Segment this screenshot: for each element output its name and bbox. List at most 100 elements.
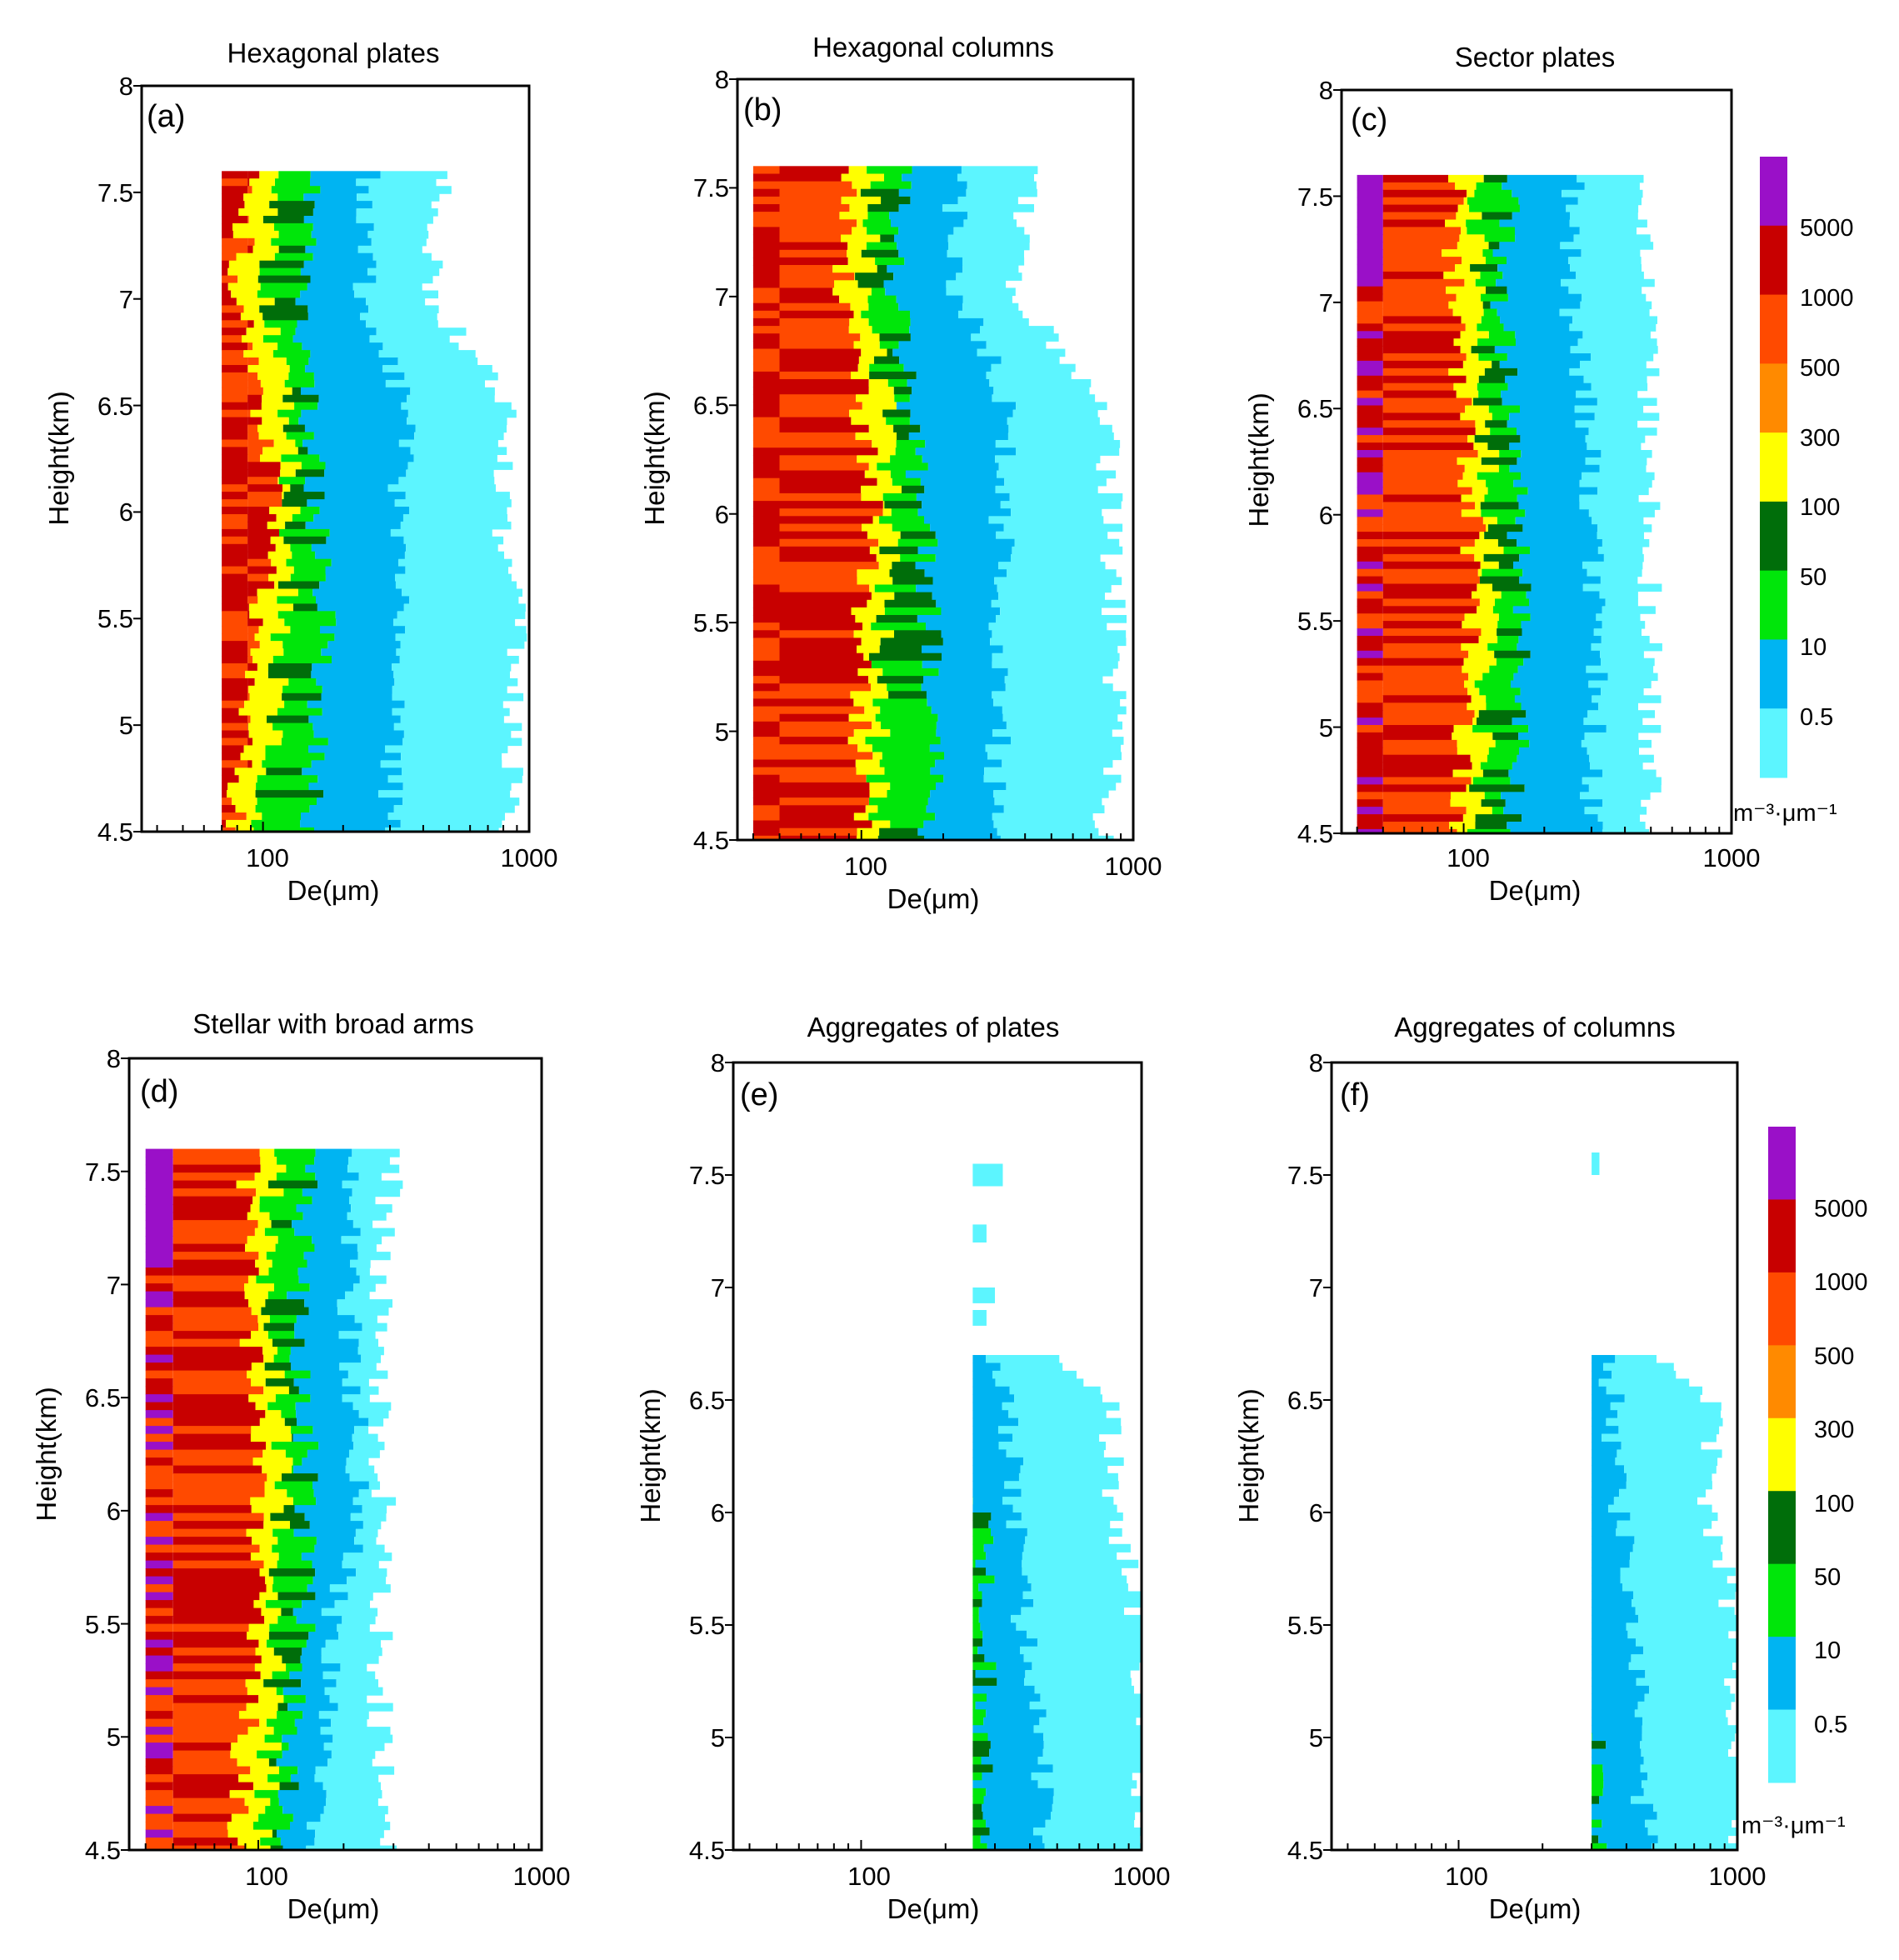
heatmap-cell: [1592, 1504, 1609, 1513]
heatmap-cell: [172, 1236, 247, 1245]
heatmap-cell: [286, 432, 314, 441]
heatmap-cell: [145, 1180, 173, 1189]
heatmap-cell: [326, 1798, 378, 1807]
heatmap-cell: [752, 615, 780, 623]
heatmap-cell: [341, 1236, 382, 1245]
heatmap-cell: [1488, 405, 1520, 413]
heatmap-cell: [912, 166, 962, 174]
heatmap-cell: [302, 1600, 335, 1609]
heatmap-cell: [850, 691, 889, 699]
panel-b-xlabel: De(μm): [887, 883, 980, 914]
heatmap-cell: [1592, 1757, 1644, 1766]
heatmap-cell: [752, 440, 780, 448]
heatmap-cell: [312, 663, 392, 672]
panel-f-heatmap: [1592, 1152, 1737, 1851]
heatmap-cell: [972, 1355, 987, 1364]
heatmap-cell: [1582, 561, 1643, 570]
heatmap-cell: [257, 663, 268, 672]
heatmap-cell: [1574, 405, 1644, 413]
heatmap-cell: [277, 409, 302, 418]
heatmap-cell: [247, 394, 262, 403]
heatmap-cell: [1490, 428, 1517, 436]
heatmap-cell: [1592, 1788, 1603, 1797]
panel-f-ytick-6: 6: [1309, 1498, 1323, 1528]
heatmap-cell: [342, 1552, 392, 1562]
heatmap-cell: [852, 227, 867, 236]
heatmap-cell: [338, 1331, 376, 1340]
heatmap-cell: [231, 1813, 259, 1822]
heatmap-cell: [879, 828, 918, 837]
heatmap-cell: [917, 508, 1012, 517]
heatmap-cell: [274, 252, 313, 262]
heatmap-cell: [145, 1410, 173, 1419]
heatmap-cell: [1022, 1568, 1122, 1577]
heatmap-cell: [1472, 762, 1481, 771]
heatmap-cell: [779, 676, 868, 684]
heatmap-cell: [236, 298, 275, 306]
heatmap-cell: [972, 1402, 1002, 1411]
heatmap-cell: [1014, 1394, 1102, 1403]
heatmap-cell: [172, 1552, 251, 1562]
colorbar-swatch: [1768, 1491, 1796, 1565]
heatmap-cell: [1568, 286, 1642, 295]
heatmap-cell: [1445, 219, 1467, 228]
heatmap-cell: [957, 196, 1018, 205]
heatmap-cell: [1467, 688, 1480, 696]
heatmap-cell: [308, 358, 398, 366]
heatmap-cell: [172, 1608, 262, 1617]
heatmap-cell: [145, 1742, 173, 1752]
heatmap-cell: [172, 1370, 247, 1379]
heatmap-cell: [227, 282, 261, 292]
heatmap-cell: [1593, 628, 1642, 637]
heatmap-cell: [997, 1678, 1025, 1687]
heatmap-cell: [294, 1322, 362, 1332]
heatmap-cell: [301, 1679, 337, 1688]
heatmap-cell: [1474, 435, 1521, 443]
heatmap-cell: [1497, 628, 1522, 637]
heatmap-cell: [887, 348, 893, 358]
heatmap-cell: [915, 562, 999, 570]
heatmap-cell: [779, 805, 866, 813]
heatmap-cell: [286, 358, 309, 366]
heatmap-cell: [222, 387, 248, 396]
heatmap-cell: [779, 402, 862, 411]
panel-b-ytick-6: 6: [715, 500, 729, 529]
heatmap-cell: [752, 280, 780, 288]
heatmap-cell: [931, 706, 1002, 715]
heatmap-cell: [222, 328, 247, 336]
heatmap-cell: [1643, 1646, 1737, 1655]
heatmap-cell: [320, 626, 406, 634]
heatmap-cell: [752, 774, 780, 783]
heatmap-cell: [410, 387, 495, 396]
heatmap-cell: [247, 648, 251, 657]
heatmap-cell: [1464, 613, 1499, 622]
heatmap-cell: [1592, 1386, 1607, 1395]
heatmap-cell: [346, 1458, 369, 1467]
heatmap-cell: [222, 618, 248, 627]
heatmap-cell: [1453, 338, 1478, 347]
heatmap-cell: [893, 387, 912, 395]
heatmap-cell: [145, 1164, 173, 1173]
heatmap-cell: [1462, 257, 1486, 265]
heatmap-cell: [1357, 621, 1383, 629]
heatmap-cell: [172, 1268, 259, 1277]
heatmap-cell: [894, 394, 910, 402]
heatmap-cell: [1382, 227, 1462, 235]
heatmap-cell: [305, 1164, 347, 1173]
heatmap-cell: [145, 1212, 173, 1221]
heatmap-cell: [247, 409, 251, 418]
heatmap-cell: [1382, 368, 1449, 377]
heatmap-cell: [172, 1331, 252, 1340]
heatmap-cell: [861, 249, 899, 258]
heatmap-cell: [872, 721, 881, 730]
panel-f-ytick-7: 7: [1309, 1273, 1323, 1302]
heatmap-cell: [752, 592, 780, 601]
heatmap-cell: [405, 492, 510, 500]
heatmap-cell: [267, 1291, 287, 1300]
heatmap-cell: [941, 607, 1001, 616]
heatmap-cell: [265, 1600, 302, 1609]
heatmap-cell: [1516, 338, 1578, 347]
heatmap-cell: [295, 328, 377, 336]
heatmap-cell: [297, 447, 308, 455]
panel-b-heatmap: [752, 166, 1127, 841]
